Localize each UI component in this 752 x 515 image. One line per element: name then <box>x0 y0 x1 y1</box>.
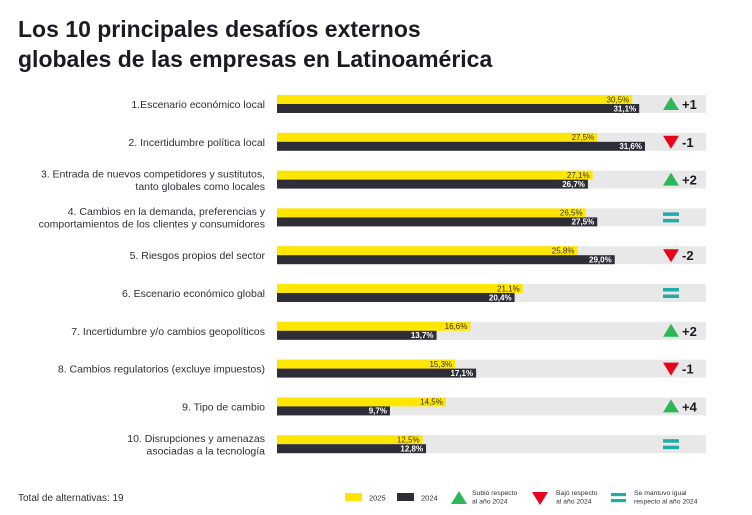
up-triangle-icon <box>663 97 679 110</box>
legend-label-same: respecto al año 2024 <box>634 499 698 506</box>
equal-sign-icon <box>663 294 679 298</box>
bar-2024-value-label: 31,6% <box>619 142 642 151</box>
bar-2025 <box>277 95 633 104</box>
legend-down-triangle-icon <box>532 492 548 505</box>
bar-2024-value-label: 31,1% <box>613 104 636 113</box>
category-label: 7. Incertidumbre y/o cambios geopolítico… <box>71 326 265 338</box>
bar-2024 <box>277 406 390 416</box>
equal-sign-icon <box>663 218 679 223</box>
category-label: asociadas a la tecnología <box>147 445 266 457</box>
legend-label-2024: 2024 <box>421 494 438 503</box>
category-label: 9. Tipo de cambio <box>182 401 265 413</box>
bar-2025-value-label: 15,3% <box>429 360 452 369</box>
bar-2025 <box>277 321 471 331</box>
bar-2025 <box>277 208 586 218</box>
legend-label-up: Subió respecto <box>472 490 518 497</box>
legend-label-down: al año 2024 <box>556 499 592 506</box>
up-triangle-icon <box>663 172 679 186</box>
chart-title-line-1: Los 10 principales desafíos externos <box>18 16 421 42</box>
bar-2024-value-label: 17,1% <box>450 369 473 378</box>
bar-2025-value-label: 27,5% <box>572 133 595 142</box>
bar-2024-value-label: 27,5% <box>572 218 595 227</box>
bar-2025-value-label: 14,5% <box>420 398 443 407</box>
bar-2025 <box>277 435 423 445</box>
category-label: 8. Cambios regulatorios (excluye impuest… <box>58 364 265 376</box>
legend-label-2025: 2025 <box>369 494 386 503</box>
total-alternatives-note: Total de alternativas: 19 <box>18 493 124 504</box>
legend-equal-sign-icon <box>611 499 626 503</box>
up-triangle-icon <box>663 399 679 413</box>
legend-label-up: al año 2024 <box>472 499 508 506</box>
rank-change-label: +1 <box>682 97 697 112</box>
category-label: 1.Escenario económico local <box>131 99 265 111</box>
legend-swatch-2024 <box>397 493 414 501</box>
bar-2025-value-label: 27,1% <box>567 171 590 180</box>
category-label: 5. Riesgos propios del sector <box>130 250 266 262</box>
down-triangle-icon <box>663 135 679 149</box>
bar-2025 <box>277 359 456 369</box>
bar-2025-value-label: 16,6% <box>445 322 468 331</box>
bar-2024-value-label: 9,7% <box>369 407 387 416</box>
bar-2025-value-label: 26,5% <box>560 209 583 218</box>
down-triangle-icon <box>663 362 679 376</box>
bar-2024 <box>277 141 645 151</box>
down-triangle-icon <box>663 249 679 263</box>
bar-2025 <box>277 132 598 142</box>
bar-2025 <box>277 246 578 256</box>
bar-2024 <box>277 217 598 227</box>
bar-2024 <box>277 368 477 378</box>
category-label: 3. Entrada de nuevos competidores y sust… <box>41 168 265 180</box>
category-label: 6. Escenario económico global <box>122 288 265 300</box>
bar-2025 <box>277 284 523 293</box>
equal-sign-icon <box>663 288 679 292</box>
bar-2025-value-label: 25,8% <box>552 247 575 256</box>
equal-sign-icon <box>663 212 679 216</box>
bar-2024 <box>277 255 615 265</box>
rank-change-label: -1 <box>682 362 694 377</box>
chart-title-line-2: globales de las empresas en Latinoaméric… <box>18 46 493 72</box>
bar-2025 <box>277 397 446 407</box>
rank-change-label: +4 <box>682 399 698 414</box>
category-label: 4. Cambios en la demanda, preferencias y <box>68 206 266 218</box>
bar-2025-value-label: 30,5% <box>607 95 630 104</box>
bar-2024-value-label: 13,7% <box>411 331 434 340</box>
bar-2024-value-label: 12,8% <box>400 445 423 454</box>
bar-2024-value-label: 29,0% <box>589 256 612 265</box>
category-label: comportamientos de los clientes y consum… <box>39 219 265 231</box>
equal-sign-icon <box>663 439 679 443</box>
up-triangle-icon <box>663 323 679 337</box>
equal-sign-icon <box>663 445 679 450</box>
rank-change-label: -1 <box>682 135 694 150</box>
legend-up-triangle-icon <box>451 491 467 504</box>
bar-2024 <box>277 444 427 454</box>
rank-change-label: +2 <box>682 173 697 188</box>
category-label: 2. Incertidumbre política local <box>128 137 265 149</box>
rank-change-label: -2 <box>682 248 694 263</box>
bar-2024 <box>277 179 588 189</box>
chart-title: Los 10 principales desafíos externos glo… <box>18 14 618 74</box>
bar-2025 <box>277 170 593 180</box>
bar-2024 <box>277 330 437 340</box>
legend-label-same: Se mantuvo igual <box>634 490 687 497</box>
legend-equal-sign-icon <box>611 493 626 497</box>
bar-2025-value-label: 21,1% <box>497 284 520 293</box>
bar-2024 <box>277 104 640 113</box>
rank-change-label: +2 <box>682 324 697 339</box>
legend-label-down: Bajó respecto <box>556 490 598 497</box>
bar-2024-value-label: 20,4% <box>489 293 512 302</box>
bar-2024-value-label: 26,7% <box>562 180 585 189</box>
category-label: 10. Disrupciones y amenazas <box>127 433 265 445</box>
bar-2025-value-label: 12,5% <box>397 436 420 445</box>
bar-2024 <box>277 293 515 302</box>
legend-swatch-2025 <box>345 493 362 501</box>
category-label: tanto globales como locales <box>135 181 265 193</box>
